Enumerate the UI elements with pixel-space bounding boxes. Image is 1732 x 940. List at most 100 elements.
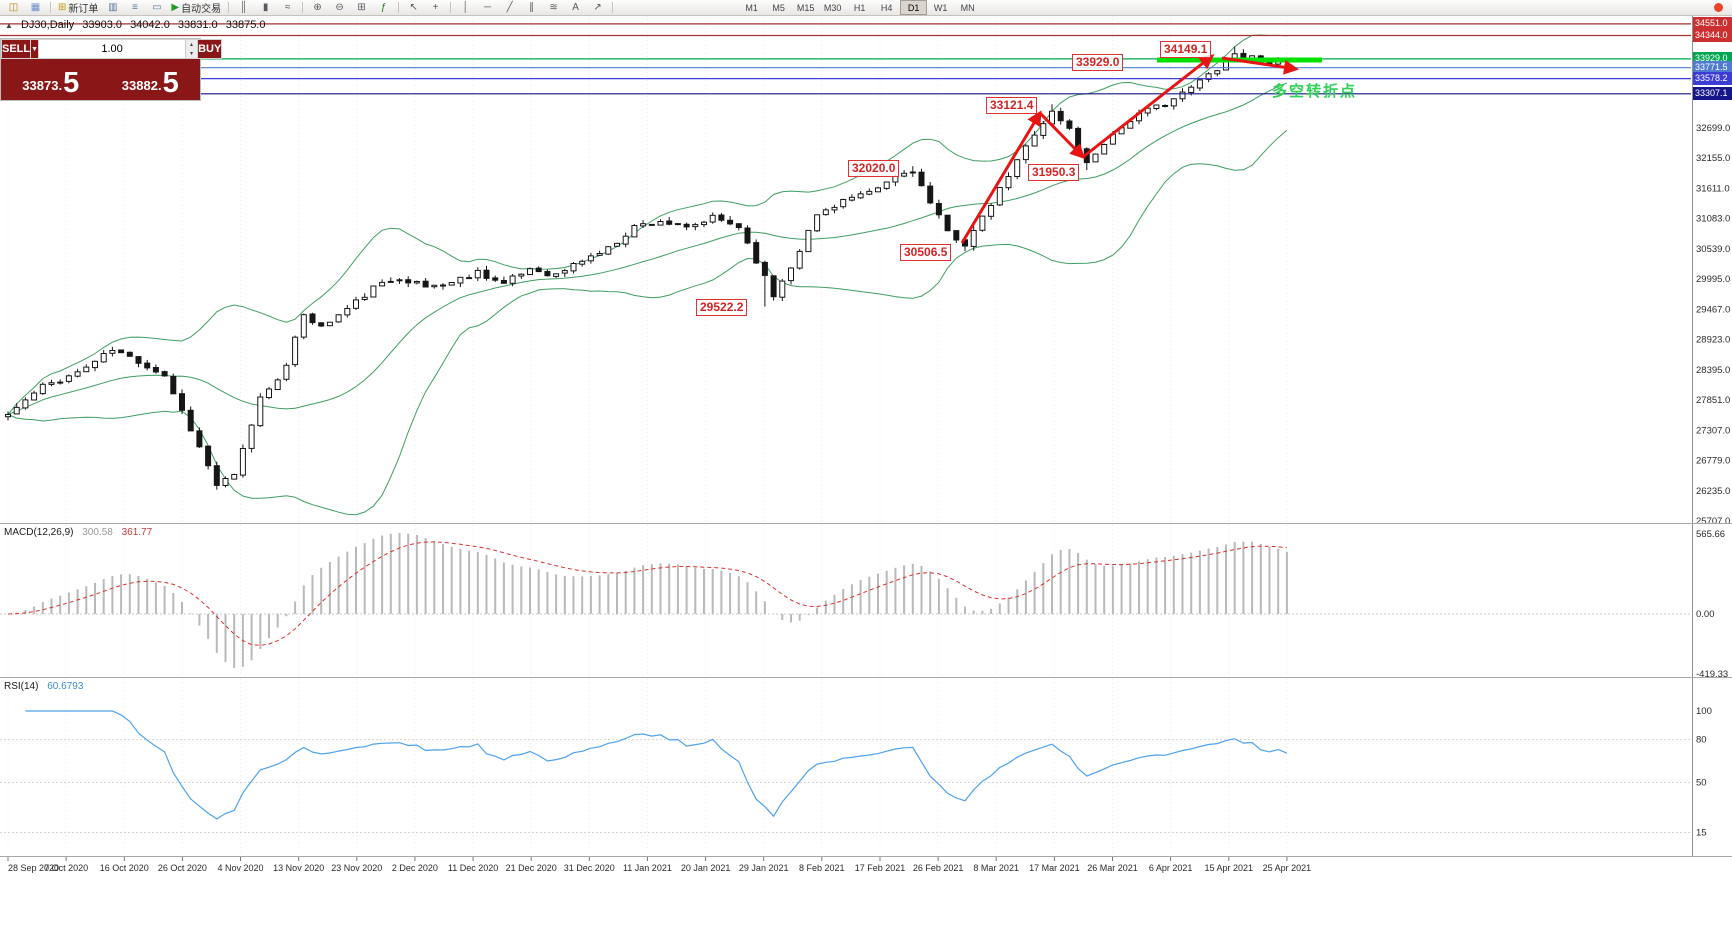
- sell-price-int: 33873.: [22, 78, 63, 93]
- navigator-icon[interactable]: ≡: [124, 0, 145, 16]
- buy-price[interactable]: 33882. 5: [101, 59, 201, 100]
- timeframe-m15[interactable]: M15: [796, 2, 815, 13]
- svg-text:31 Dec 2020: 31 Dec 2020: [564, 863, 615, 873]
- timeframe-toolbar: M1 M5 M15 M30 H1 H4 D1 W1 MN: [738, 0, 981, 15]
- new-order-button[interactable]: ⊞ 新订单: [55, 0, 101, 16]
- timeframe-h4[interactable]: H4: [880, 2, 893, 13]
- macd-label: MACD(12,26,9): [4, 527, 74, 538]
- price-annotation[interactable]: 33929.0: [1072, 54, 1124, 71]
- svg-text:32699.0: 32699.0: [1696, 123, 1730, 134]
- svg-text:16 Oct 2020: 16 Oct 2020: [100, 863, 149, 873]
- line-chart-icon[interactable]: ≈: [277, 0, 298, 16]
- price-annotation[interactable]: 34149.1: [1160, 41, 1212, 58]
- svg-text:100: 100: [1696, 706, 1712, 717]
- timeframe-m1[interactable]: M1: [745, 2, 758, 13]
- volume-input[interactable]: [39, 40, 186, 58]
- svg-text:27851.0: 27851.0: [1696, 395, 1730, 406]
- volume-field: ▴ ▾: [39, 39, 198, 59]
- charts-icon[interactable]: ▥: [102, 0, 123, 16]
- timeframe-h1[interactable]: H1: [853, 2, 866, 13]
- notification-dot-icon: [1714, 3, 1723, 12]
- auto-trading-button[interactable]: ▶ 自动交易: [168, 0, 224, 16]
- rsi-panel-separator[interactable]: [0, 677, 1732, 678]
- price-level-badge: 34344.0: [1693, 29, 1732, 42]
- cursor-icon: ↖: [409, 2, 418, 13]
- order-type-dropdown[interactable]: ▼: [31, 39, 40, 59]
- terminal-icon[interactable]: ▭: [146, 0, 167, 16]
- axis-labels: 32699.0 32155.0 31611.0 31083.0 30539.0 29995…: [7, 123, 1730, 873]
- svg-text:-419.33: -419.33: [1696, 669, 1728, 680]
- svg-text:29467.0: 29467.0: [1696, 304, 1730, 315]
- horizontal-level-lines[interactable]: [0, 23, 1691, 95]
- trendline-icon[interactable]: ╱: [499, 0, 520, 16]
- turning-point-note[interactable]: 多空转折点: [1272, 83, 1358, 100]
- bar-chart-icon: ║: [240, 2, 248, 13]
- notification-button[interactable]: [1708, 0, 1729, 16]
- svg-text:8 Feb 2021: 8 Feb 2021: [799, 863, 845, 873]
- vertical-line-icon[interactable]: │: [455, 0, 476, 16]
- text-label-icon[interactable]: A: [565, 0, 586, 16]
- crosshair-icon[interactable]: +: [425, 0, 446, 16]
- sell-button[interactable]: SELL: [1, 39, 32, 59]
- volume-decrease-button[interactable]: ▾: [186, 49, 198, 58]
- candlestick-chart-icon[interactable]: ▮: [255, 0, 276, 16]
- new-chart-icon[interactable]: ◫: [3, 0, 24, 16]
- svg-text:11 Jan 2021: 11 Jan 2021: [623, 863, 672, 873]
- price-annotation[interactable]: 33121.4: [986, 97, 1038, 114]
- symbol-marker-icon: ▲: [5, 21, 13, 30]
- indicators-icon: ƒ: [380, 2, 387, 13]
- timeframe-w1[interactable]: W1: [933, 2, 948, 13]
- fibonacci-icon[interactable]: ≋: [543, 0, 564, 16]
- sell-button-label: SELL: [2, 43, 31, 55]
- horizontal-line-icon: ─: [484, 2, 492, 13]
- timeframe-m5[interactable]: M5: [772, 2, 785, 13]
- price-annotation[interactable]: 31950.3: [1028, 164, 1080, 181]
- profiles-icon[interactable]: ▦: [25, 0, 46, 16]
- timeframe-m30[interactable]: M30: [823, 2, 842, 13]
- zoom-out-icon: ⊖: [335, 2, 344, 13]
- bar-chart-icon[interactable]: ║: [233, 0, 254, 16]
- svg-text:25707.0: 25707.0: [1696, 516, 1730, 527]
- auto-trading-icon: ▶: [171, 2, 180, 13]
- zoom-in-icon[interactable]: ⊕: [307, 0, 328, 16]
- toolbar: ◫ ▦ ⊞ 新订单 ▥ ≡ ▭ ▶ 自动交易 ║ ▮ ≈ ⊕ ⊖ ⊞ ƒ ↖ + │ ─ ╱ ∥ ≋ A ↗ M1 M5 M15 M30…: [0, 0, 1732, 16]
- timeframe-d1[interactable]: D1: [900, 0, 928, 15]
- rsi-label: RSI(14): [4, 681, 39, 692]
- buy-button-label: BUY: [198, 43, 222, 55]
- svg-text:17 Mar 2021: 17 Mar 2021: [1029, 863, 1080, 873]
- macd-panel-separator[interactable]: [0, 523, 1732, 524]
- fibonacci-icon: ≋: [549, 2, 558, 13]
- price-annotation[interactable]: 32020.0: [848, 160, 900, 177]
- profiles-icon: ▦: [30, 2, 41, 13]
- trend-arrows[interactable]: [960, 54, 1299, 244]
- macd-main-value: 300.58: [82, 527, 113, 538]
- arrow-object-icon[interactable]: ↗: [587, 0, 608, 16]
- svg-text:26 Feb 2021: 26 Feb 2021: [913, 863, 964, 873]
- charts-icon: ▥: [108, 2, 118, 13]
- cursor-icon[interactable]: ↖: [403, 0, 424, 16]
- macd-histogram: [15, 533, 1288, 668]
- price-annotation[interactable]: 30506.5: [900, 244, 952, 261]
- svg-text:17 Feb 2021: 17 Feb 2021: [855, 863, 906, 873]
- horizontal-line-icon[interactable]: ─: [477, 0, 498, 16]
- svg-text:15 Apr 2021: 15 Apr 2021: [1205, 863, 1254, 873]
- sell-price[interactable]: 33873. 5: [1, 59, 101, 100]
- trendline-icon: ╱: [506, 2, 513, 13]
- timeframe-mn[interactable]: MN: [960, 2, 975, 13]
- price-annotation[interactable]: 29522.2: [696, 299, 748, 316]
- svg-text:30539.0: 30539.0: [1696, 244, 1730, 255]
- svg-text:26 Mar 2021: 26 Mar 2021: [1087, 863, 1138, 873]
- channel-icon[interactable]: ∥: [521, 0, 542, 16]
- svg-text:26 Oct 2020: 26 Oct 2020: [158, 863, 207, 873]
- svg-text:29995.0: 29995.0: [1696, 274, 1730, 285]
- tile-windows-icon[interactable]: ⊞: [351, 0, 372, 16]
- indicators-icon[interactable]: ƒ: [373, 0, 394, 16]
- zoom-out-icon[interactable]: ⊖: [329, 0, 350, 16]
- tile-windows-icon: ⊞: [357, 2, 366, 13]
- toolbar-separator: [450, 2, 452, 13]
- volume-increase-button[interactable]: ▴: [186, 40, 198, 49]
- svg-text:50: 50: [1696, 778, 1707, 789]
- sell-price-frac: 5: [63, 67, 80, 99]
- buy-button[interactable]: BUY: [197, 39, 223, 59]
